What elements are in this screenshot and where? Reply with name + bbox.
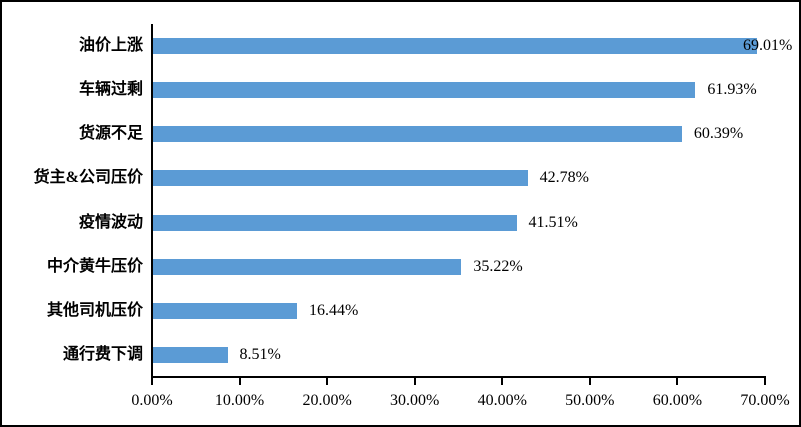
category-label: 货源不足 [78, 125, 143, 143]
x-axis-tick [764, 378, 766, 385]
x-axis-line [151, 376, 766, 378]
x-axis-tick-label: 30.00% [390, 392, 440, 409]
bar [153, 82, 695, 99]
bar [153, 126, 682, 143]
y-axis-line [151, 24, 153, 377]
category-label: 通行费下调 [62, 345, 143, 363]
category-label: 油价上涨 [78, 37, 143, 55]
value-label: 42.78% [539, 169, 589, 187]
bar [153, 258, 461, 275]
category-label: 中介黄牛压价 [46, 257, 143, 275]
x-axis-tick [588, 378, 591, 385]
category-label: 货主&公司压价 [33, 169, 143, 187]
value-label: 8.51% [239, 345, 281, 363]
bar [153, 346, 228, 363]
x-axis-tick [413, 378, 416, 385]
x-axis-tick [501, 378, 504, 385]
bar [153, 214, 517, 231]
x-axis-tick [326, 378, 329, 385]
x-axis-tick [151, 378, 153, 385]
category-label: 疫情波动 [78, 213, 143, 231]
value-label: 60.39% [693, 125, 744, 143]
bar [153, 302, 297, 319]
x-axis-tick-label: 40.00% [477, 392, 527, 409]
x-axis-tick-label: 60.00% [652, 392, 703, 409]
x-axis-tick-label: 50.00% [565, 392, 615, 409]
x-axis-tick [238, 378, 241, 385]
x-axis-tick-label: 70.00% [740, 392, 790, 409]
value-label: 69.01% [743, 37, 793, 55]
value-label: 16.44% [308, 301, 359, 319]
x-axis-tick [676, 378, 679, 385]
category-label: 车辆过剩 [78, 81, 143, 99]
category-label: 其他司机压价 [46, 301, 143, 319]
value-label: 41.51% [528, 213, 578, 231]
bar [153, 38, 757, 55]
value-label: 35.22% [473, 257, 523, 275]
x-axis-tick-label: 10.00% [214, 392, 265, 409]
x-axis-tick-label: 20.00% [302, 392, 352, 409]
bar [153, 170, 528, 187]
value-label: 61.93% [707, 81, 757, 99]
x-axis-tick-label: 0.00% [131, 392, 173, 409]
